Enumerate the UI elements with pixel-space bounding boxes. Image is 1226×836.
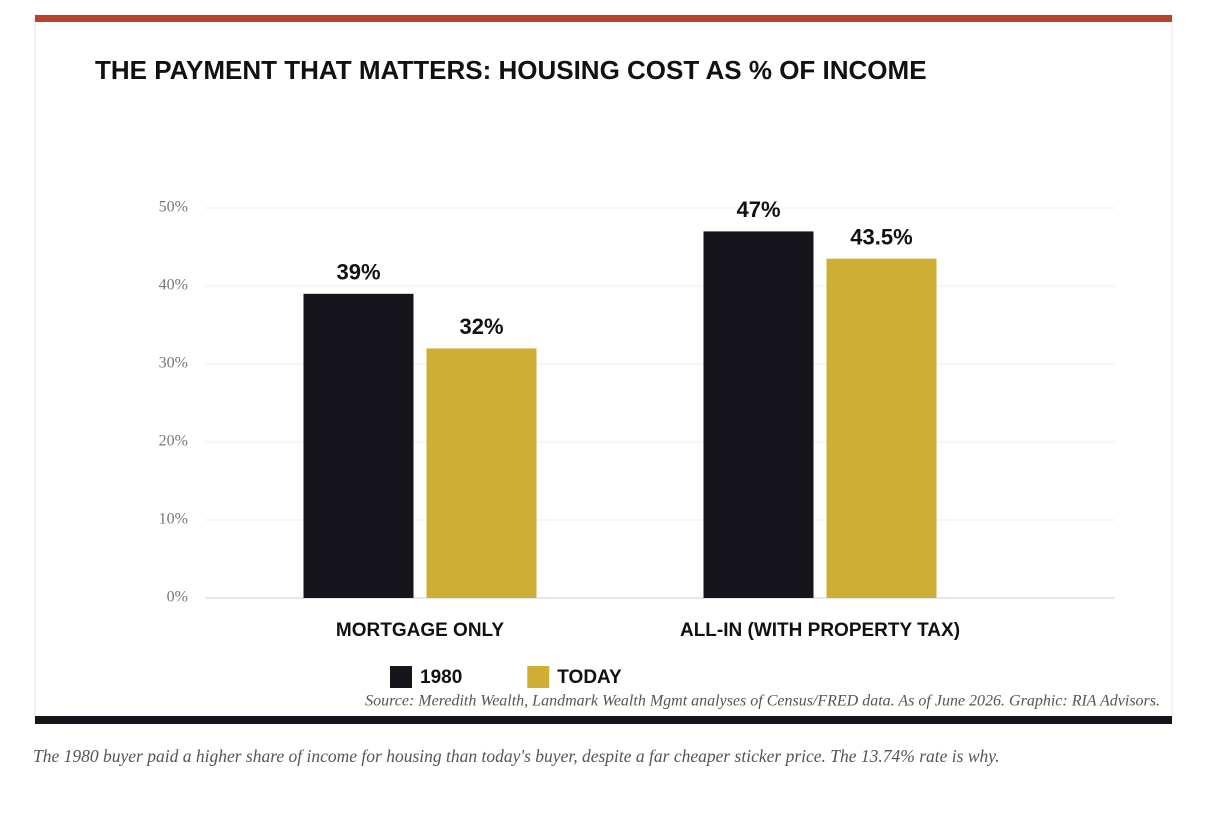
y-tick-label: 10% [159,511,188,528]
y-tick-label: 20% [159,433,188,450]
x-tick-label: MORTGAGE ONLY [336,620,505,641]
y-tick-label: 0% [167,589,188,606]
bottom-rule [35,716,1172,724]
chart: THE PAYMENT THAT MATTERS: HOUSING COST A… [34,14,1173,724]
value-label: 47% [736,197,780,222]
top-rule [35,15,1172,22]
x-tick-label: ALL-IN (WITH PROPERTY TAX) [680,620,960,641]
card [34,14,1173,721]
legend-swatch [527,666,550,688]
value-label: 39% [336,260,380,285]
bar [703,231,814,598]
bar [303,293,414,598]
chart-title: THE PAYMENT THAT MATTERS: HOUSING COST A… [95,55,927,85]
value-label: 43.5% [850,225,912,250]
legend-label: 1980 [420,667,462,688]
source: Source: Meredith Wealth, Landmark Wealth… [365,693,1160,710]
y-tick-label: 50% [159,199,188,216]
legend-label: TODAY [557,667,622,688]
bar [826,258,937,598]
caption: The 1980 buyer paid a higher share of in… [33,746,1000,766]
bar [426,348,537,598]
y-tick-label: 30% [159,355,188,372]
y-tick-label: 40% [159,277,188,294]
value-label: 32% [459,314,503,339]
legend-swatch [390,666,412,688]
